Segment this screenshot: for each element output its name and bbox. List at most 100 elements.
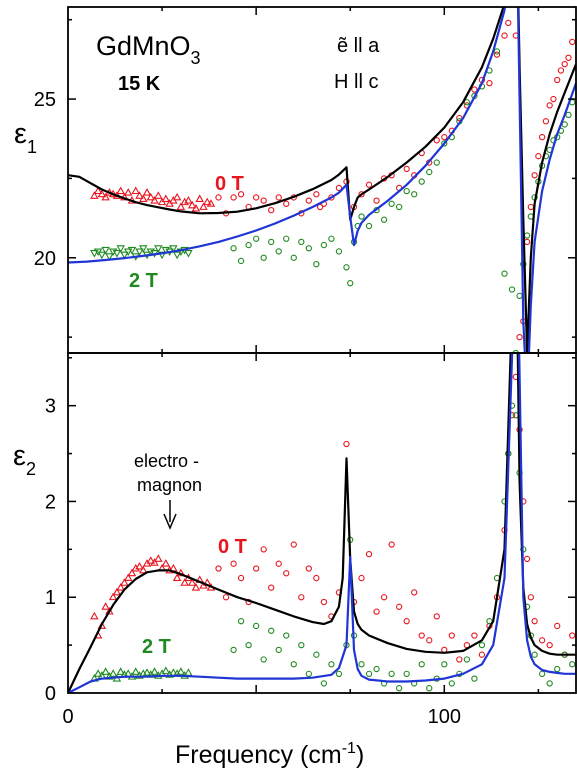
top-data-point-2T bbox=[313, 260, 320, 268]
top-data-point-0T bbox=[313, 191, 320, 198]
bottom-data-point-2T bbox=[463, 656, 471, 663]
temperature-label: 15 K bbox=[118, 73, 161, 95]
top-data-point-2T bbox=[426, 168, 433, 176]
bottom-data-point-2T bbox=[116, 667, 125, 675]
top-data-point-2T bbox=[328, 235, 335, 242]
bottom-data-point-2T bbox=[471, 675, 478, 682]
top-data-point-0T bbox=[493, 51, 501, 58]
polarization-e-label: ẽ ll a bbox=[337, 35, 380, 57]
bottom-data-point-0T bbox=[380, 594, 388, 601]
top-data-point-0T bbox=[328, 194, 335, 201]
top-data-point-0T bbox=[131, 186, 140, 195]
top-data-point-2T bbox=[120, 251, 129, 260]
top-data-point-0T bbox=[187, 200, 197, 209]
bottom-data-point-2T bbox=[538, 670, 546, 677]
top-data-point-0T bbox=[146, 192, 156, 201]
top-data-point-2T bbox=[172, 251, 182, 260]
bottom-data-point-2T bbox=[108, 669, 118, 677]
top-data-point-0T bbox=[215, 194, 222, 201]
bottom-data-point-0T bbox=[365, 550, 373, 558]
top-data-point-2T bbox=[501, 270, 508, 277]
top-data-point-0T bbox=[358, 191, 365, 198]
top-data-point-0T bbox=[523, 238, 531, 246]
bottom-data-point-2T bbox=[101, 667, 110, 675]
bottom-fit-curve-2T bbox=[68, 353, 576, 693]
top-data-point-0T bbox=[116, 186, 125, 195]
top-data-point-0T bbox=[373, 197, 380, 204]
top-data-point-2T bbox=[97, 251, 107, 260]
top-data-point-0T bbox=[335, 184, 343, 192]
top-data-point-0T bbox=[176, 202, 186, 210]
bottom-data-point-0T bbox=[569, 632, 576, 639]
bottom-data-point-0T bbox=[191, 583, 201, 591]
bottom-data-point-2T bbox=[373, 665, 380, 673]
bottom-data-point-0T bbox=[90, 611, 99, 620]
bottom-data-point-0T bbox=[298, 594, 305, 601]
bottom-data-point-0T bbox=[187, 578, 197, 586]
bottom-data-point-0T bbox=[108, 592, 118, 601]
top-data-point-2T bbox=[335, 248, 343, 255]
top-data-point-2T bbox=[343, 264, 350, 271]
bottom-data-point-2T bbox=[305, 670, 312, 677]
top-data-point-2T bbox=[268, 238, 275, 246]
top-data-point-2T bbox=[493, 48, 501, 55]
top-data-point-0T bbox=[557, 67, 565, 74]
top-data-point-0T bbox=[101, 192, 110, 201]
top-data-point-2T bbox=[358, 213, 365, 220]
top-data-point-0T bbox=[305, 197, 312, 204]
top-data-point-0T bbox=[150, 196, 159, 204]
top-data-point-0T bbox=[195, 194, 204, 202]
top-data-point-0T bbox=[139, 194, 148, 202]
top-data-point-0T bbox=[206, 199, 216, 207]
bottom-data-point-2T bbox=[298, 641, 305, 649]
bottom-data-point-0T bbox=[554, 622, 561, 630]
top-data-point-0T bbox=[260, 197, 267, 204]
bottom-data-point-0T bbox=[538, 637, 546, 644]
bottom-y-tick-label: 3 bbox=[45, 396, 56, 418]
top-data-point-2T bbox=[245, 241, 252, 249]
bottom-data-point-0T bbox=[150, 558, 159, 566]
top-data-point-2T bbox=[561, 121, 568, 128]
bottom-data-point-0T bbox=[395, 603, 403, 610]
top-data-point-0T bbox=[268, 207, 275, 214]
bottom-data-point-2T bbox=[313, 651, 320, 658]
bottom-data-point-2T bbox=[426, 685, 433, 692]
plot-frame: 20 25 0 1 2 3 0 100 bbox=[34, 6, 577, 728]
bottom-data-point-0T bbox=[222, 594, 230, 601]
bottom-data-point-2T bbox=[335, 670, 343, 677]
bottom-data-point-0T bbox=[260, 546, 267, 553]
bottom-data-point-0T bbox=[426, 637, 433, 644]
bottom-data-point-2T bbox=[268, 627, 275, 634]
top-series-0T-label: 0 T bbox=[215, 173, 244, 195]
top-data-point-2T bbox=[305, 245, 312, 252]
bottom-data-point-0T bbox=[112, 587, 122, 596]
x-axis-superscript: -1 bbox=[342, 740, 356, 757]
bottom-data-point-0T bbox=[139, 565, 148, 574]
bottom-data-point-2T bbox=[252, 622, 260, 630]
top-data-point-0T bbox=[97, 189, 107, 198]
bottom-data-point-2T bbox=[176, 667, 186, 675]
top-data-point-2T bbox=[283, 235, 290, 242]
bottom-data-point-2T bbox=[478, 641, 486, 649]
bottom-panel bbox=[68, 353, 576, 693]
bottom-data-point-2T bbox=[290, 661, 297, 668]
bottom-data-point-0T bbox=[127, 568, 137, 577]
bottom-data-point-2T bbox=[448, 680, 455, 687]
bottom-data-point-2T bbox=[358, 661, 365, 668]
x-axis-label: Frequency (cm-1) bbox=[175, 740, 364, 769]
top-data-point-0T bbox=[441, 133, 448, 141]
top-y-tick-label: 20 bbox=[34, 248, 56, 270]
bottom-data-point-0T bbox=[237, 574, 245, 582]
bottom-data-point-2T bbox=[283, 632, 290, 639]
bottom-data-point-2T bbox=[388, 670, 395, 677]
bottom-data-point-2T bbox=[230, 646, 237, 654]
bottom-data-point-0T bbox=[373, 608, 380, 615]
x-tick-label: 0 bbox=[62, 706, 73, 728]
top-data-point-0T bbox=[184, 196, 193, 204]
top-data-point-2T bbox=[365, 222, 373, 230]
bottom-data-point-0T bbox=[116, 583, 125, 591]
bottom-data-point-0T bbox=[154, 554, 163, 562]
top-data-point-2T bbox=[123, 248, 133, 257]
bottom-data-point-0T bbox=[215, 565, 222, 572]
